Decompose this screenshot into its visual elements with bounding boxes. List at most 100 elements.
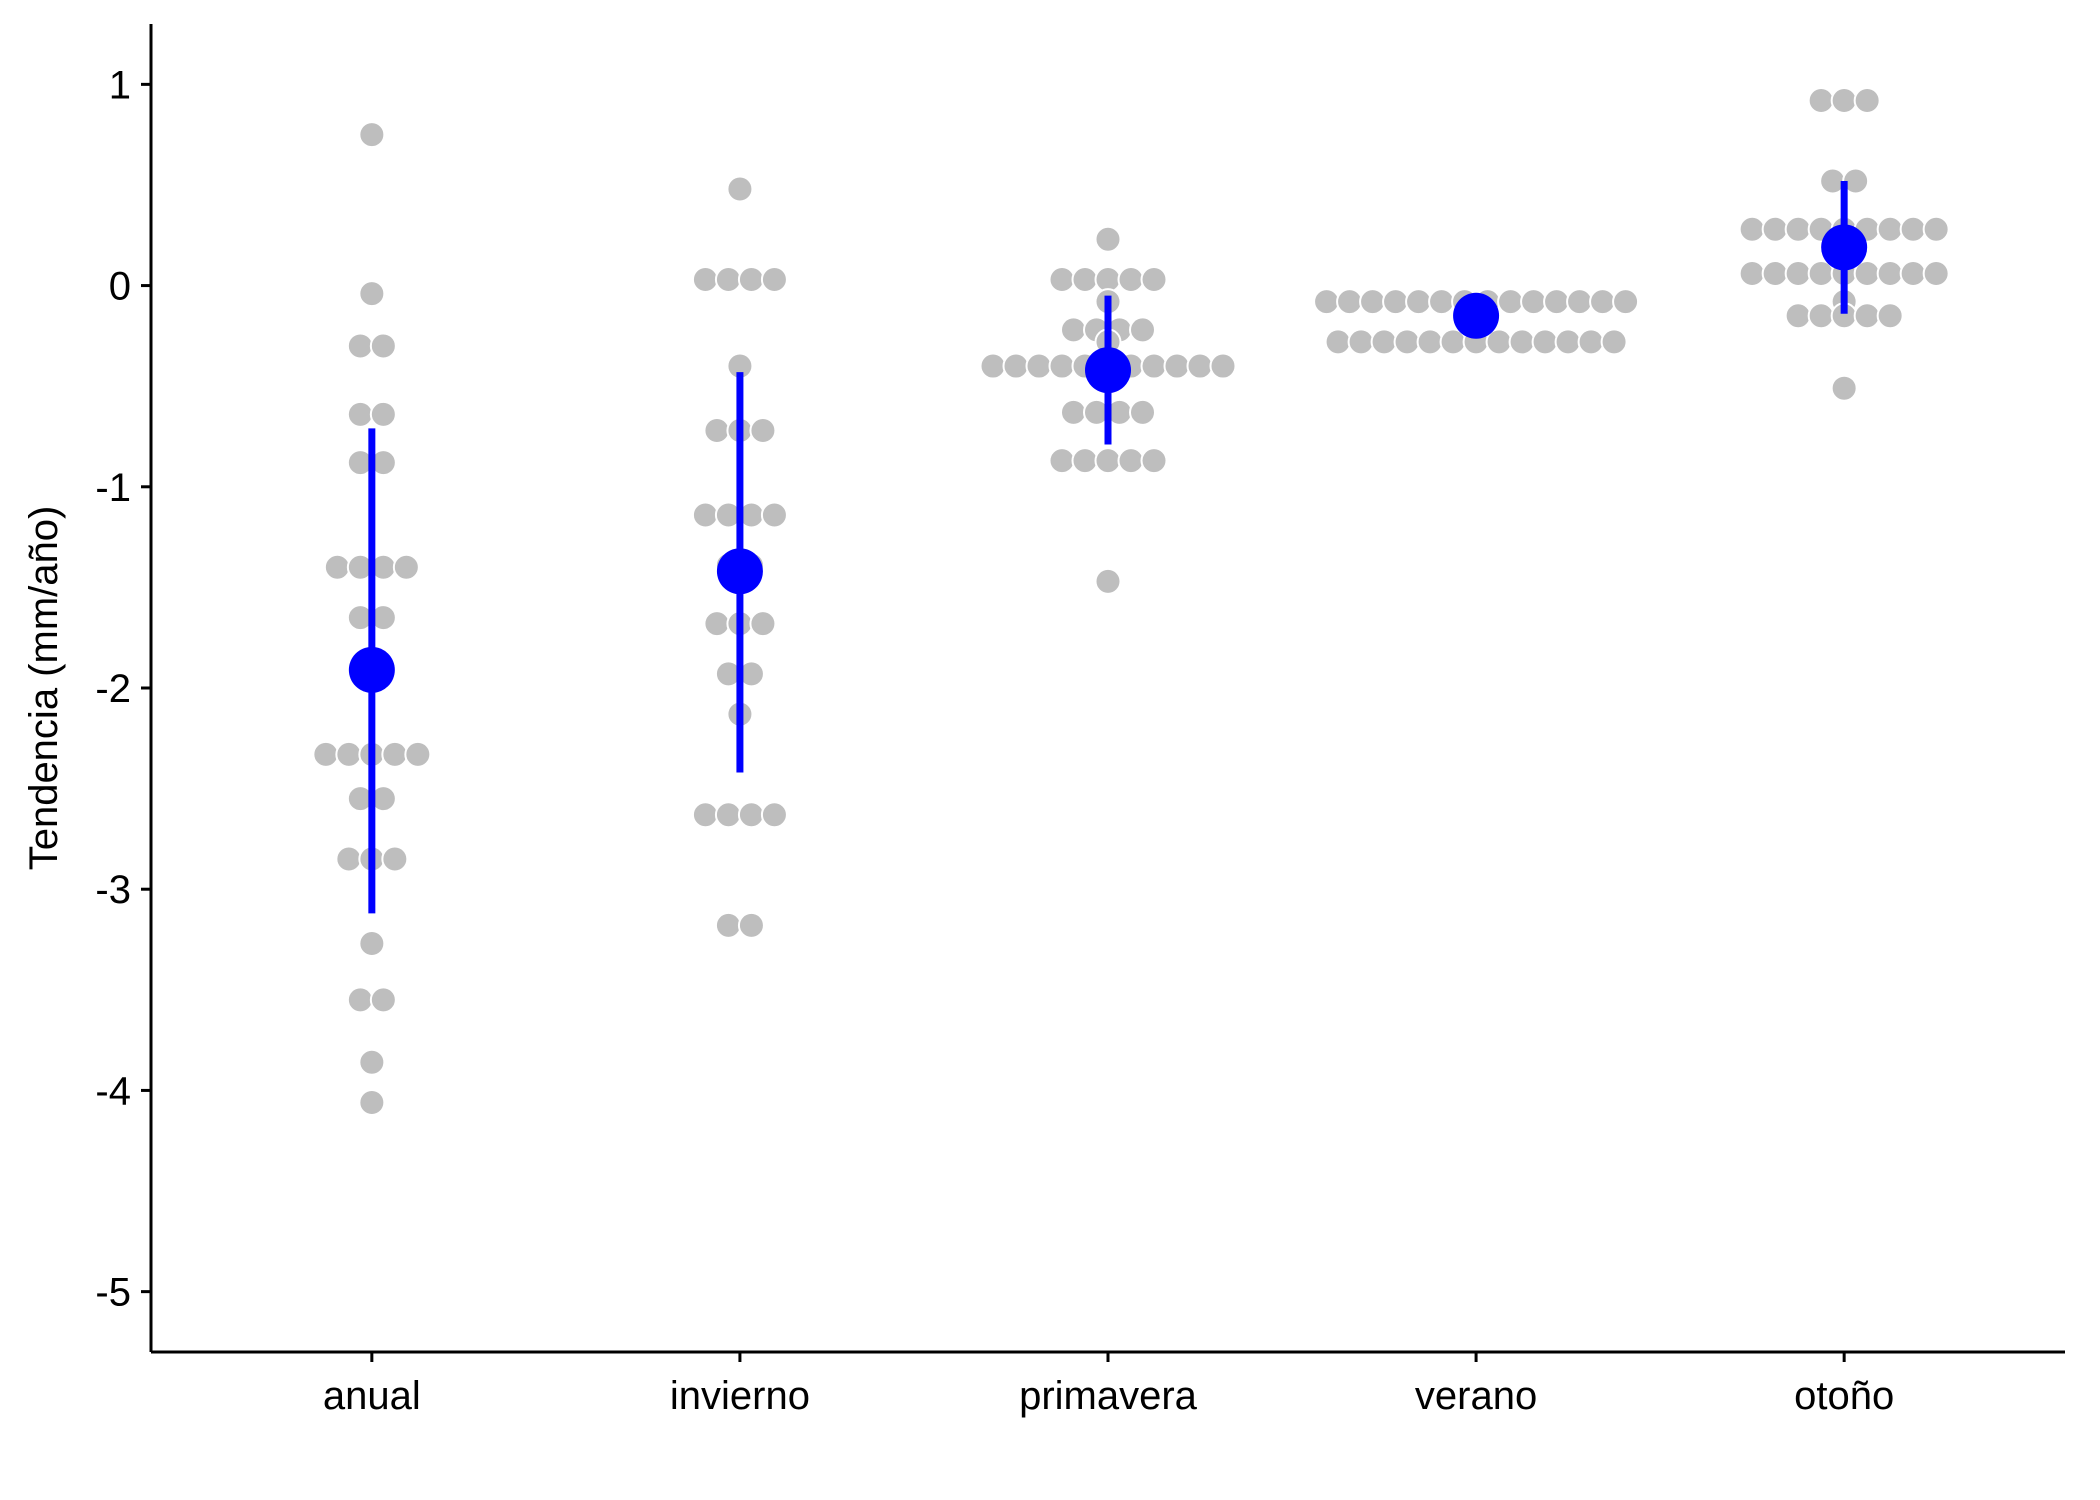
data-point: [1876, 302, 1904, 330]
data-point: [979, 352, 1007, 380]
data-point: [1324, 328, 1352, 356]
data-point: [369, 400, 397, 428]
data-point: [737, 266, 765, 294]
data-point: [404, 740, 432, 768]
data-point: [1416, 328, 1444, 356]
mean-point: [716, 548, 763, 595]
data-point: [1876, 260, 1904, 288]
data-point: [703, 610, 731, 638]
data-point: [1025, 352, 1053, 380]
data-point: [1129, 316, 1156, 344]
data-point: [1048, 447, 1076, 475]
data-point: [714, 801, 742, 829]
data-point: [381, 740, 409, 768]
data-point: [1405, 288, 1433, 316]
data-point: [1336, 288, 1364, 316]
x-tick-label: invierno: [670, 1374, 810, 1418]
data-point: [1520, 288, 1548, 316]
data-point: [1117, 447, 1145, 475]
mean-point: [1085, 347, 1131, 394]
x-tick-label: otoño: [1794, 1374, 1894, 1418]
data-point: [335, 845, 363, 873]
y-tick-label: -5: [95, 1271, 131, 1315]
data-point: [1543, 288, 1571, 316]
data-point: [737, 801, 765, 829]
data-point: [749, 416, 777, 444]
data-point: [1071, 447, 1099, 475]
data-point: [1554, 328, 1582, 356]
data-point: [1094, 225, 1122, 253]
y-tick-label: -4: [95, 1069, 131, 1113]
data-point: [1140, 447, 1168, 475]
data-point: [1612, 288, 1640, 316]
data-point: [1784, 260, 1812, 288]
y-axis-ticks: 1 0 -1 -2 -3 -4 -5: [95, 63, 151, 1315]
data-points: [312, 86, 1950, 1116]
data-point: [1853, 86, 1881, 114]
data-point: [1140, 266, 1168, 294]
data-point: [1830, 86, 1858, 114]
data-point: [1497, 288, 1525, 316]
data-point: [1359, 288, 1387, 316]
data-point: [714, 266, 742, 294]
data-point: [1600, 328, 1628, 356]
data-point: [691, 501, 719, 529]
y-tick-label: -2: [95, 667, 131, 711]
data-point: [1784, 302, 1812, 330]
x-tick-label: primavera: [1019, 1374, 1198, 1418]
data-point: [1186, 352, 1214, 380]
data-point: [1048, 352, 1076, 380]
y-axis-title: Tendencia (mm/año): [22, 506, 66, 871]
data-point: [1313, 288, 1341, 316]
y-tick-label: -3: [95, 868, 131, 912]
data-point: [749, 610, 777, 638]
data-point: [1784, 215, 1812, 243]
data-point: [1209, 352, 1237, 380]
data-point: [1830, 374, 1858, 402]
data-point: [1428, 288, 1456, 316]
y-tick-label: 1: [109, 63, 131, 107]
data-point: [1094, 567, 1122, 595]
data-point: [760, 501, 788, 529]
data-point: [1577, 328, 1605, 356]
data-point: [346, 986, 374, 1014]
data-point: [346, 400, 374, 428]
data-point: [1140, 352, 1168, 380]
x-tick-label: anual: [323, 1374, 421, 1418]
data-point: [714, 911, 742, 939]
data-point: [1060, 398, 1087, 426]
data-point: [1807, 86, 1835, 114]
data-point: [1807, 302, 1835, 330]
data-point: [1589, 288, 1617, 316]
data-point: [381, 845, 409, 873]
data-point: [1761, 215, 1789, 243]
data-point: [346, 332, 374, 360]
data-point: [335, 740, 363, 768]
data-point: [392, 553, 420, 581]
data-point: [1393, 328, 1421, 356]
data-point: [737, 911, 765, 939]
data-point: [1382, 288, 1410, 316]
data-point: [1738, 260, 1766, 288]
x-tick-label: verano: [1415, 1374, 1537, 1418]
data-point: [1508, 328, 1536, 356]
data-point: [1566, 288, 1594, 316]
data-point: [1899, 215, 1927, 243]
data-point: [1117, 266, 1145, 294]
data-point: [1531, 328, 1559, 356]
data-point: [726, 175, 754, 203]
data-point: [358, 930, 386, 958]
data-point: [1922, 260, 1950, 288]
x-axis-ticks: anual invierno primavera verano otoño: [323, 1352, 1894, 1418]
data-point: [358, 121, 386, 149]
data-point: [1370, 328, 1398, 356]
data-point: [760, 266, 788, 294]
data-point: [1094, 447, 1122, 475]
data-point: [691, 266, 719, 294]
mean-ci-summaries: [348, 180, 1868, 914]
mean-point: [348, 646, 395, 693]
data-point: [1761, 260, 1789, 288]
data-point: [358, 280, 386, 308]
data-point: [1163, 352, 1191, 380]
